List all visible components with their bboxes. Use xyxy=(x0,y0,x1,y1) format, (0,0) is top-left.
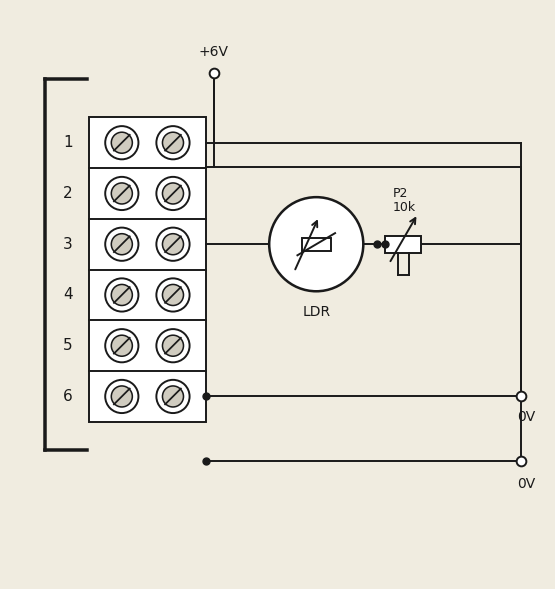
Circle shape xyxy=(112,234,132,254)
Text: LDR: LDR xyxy=(302,305,330,319)
Text: 1: 1 xyxy=(63,135,73,150)
Text: P2
10k: P2 10k xyxy=(392,187,416,214)
Circle shape xyxy=(157,177,190,210)
Text: 3: 3 xyxy=(63,237,73,252)
Circle shape xyxy=(157,227,190,261)
Circle shape xyxy=(163,386,184,407)
Circle shape xyxy=(105,177,138,210)
Text: 5: 5 xyxy=(63,338,73,353)
Text: 2: 2 xyxy=(63,186,73,201)
Circle shape xyxy=(269,197,364,292)
Circle shape xyxy=(163,234,184,254)
Text: 6: 6 xyxy=(63,389,73,404)
Circle shape xyxy=(112,183,132,204)
Circle shape xyxy=(157,279,190,312)
Bar xyxy=(386,236,421,253)
Circle shape xyxy=(163,335,184,356)
Text: 0V: 0V xyxy=(517,477,536,491)
Circle shape xyxy=(157,126,190,160)
Text: 0V: 0V xyxy=(517,411,536,424)
Text: 4: 4 xyxy=(63,287,73,303)
Circle shape xyxy=(105,126,138,160)
Circle shape xyxy=(105,380,138,413)
Circle shape xyxy=(105,227,138,261)
Bar xyxy=(302,237,331,251)
Circle shape xyxy=(105,279,138,312)
Circle shape xyxy=(157,329,190,362)
Circle shape xyxy=(163,284,184,306)
Circle shape xyxy=(112,335,132,356)
Circle shape xyxy=(163,132,184,153)
Circle shape xyxy=(112,284,132,306)
Circle shape xyxy=(112,386,132,407)
Circle shape xyxy=(105,329,138,362)
Circle shape xyxy=(163,183,184,204)
Bar xyxy=(89,117,205,422)
Text: +6V: +6V xyxy=(199,45,229,59)
Circle shape xyxy=(157,380,190,413)
Circle shape xyxy=(112,132,132,153)
